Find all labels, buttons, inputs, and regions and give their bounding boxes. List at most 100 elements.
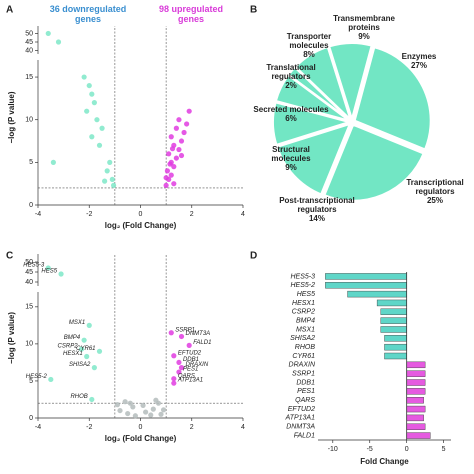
point (186, 108, 192, 114)
point (91, 100, 97, 106)
bar (406, 423, 426, 430)
point (184, 121, 190, 127)
slice-label: Post-transcriptional regulators 14% (278, 196, 356, 223)
point (176, 146, 182, 153)
slice-percent: 8% (303, 50, 315, 59)
point (158, 411, 164, 417)
point (178, 365, 185, 371)
x-axis-label: log₂ (Fold Change) (105, 434, 177, 443)
pie-slice (294, 45, 352, 121)
point (125, 410, 131, 417)
point (176, 369, 182, 375)
y-tick-label: DNMT3A (286, 424, 315, 431)
point (45, 30, 51, 37)
annotation: 98 upregulated genes (158, 4, 223, 24)
pie-slice (327, 42, 373, 123)
slice-name: Enzymes (401, 52, 437, 61)
point (163, 175, 169, 181)
y-tick-label: 5 (29, 159, 33, 166)
bar (406, 361, 426, 369)
point (178, 152, 185, 159)
point (164, 168, 171, 174)
point (166, 151, 172, 157)
point-label: BMP4 (64, 335, 81, 341)
point (178, 138, 185, 144)
point-label: DNMT3A (186, 331, 211, 337)
panel-letter: C (6, 251, 13, 262)
bar (380, 326, 407, 333)
point-label: QARS (178, 373, 195, 379)
y-tick-label: 5 (29, 378, 33, 385)
y-tick-label: BMP4 (296, 317, 315, 324)
point (171, 380, 177, 386)
point (81, 337, 87, 343)
y-tick-label: 40 (25, 47, 33, 54)
point (171, 181, 177, 187)
x-tick-label: -2 (86, 424, 92, 431)
y-tick-label: 50 (25, 259, 33, 266)
point (110, 182, 117, 188)
bar (406, 432, 431, 439)
y-tick-label: 40 (25, 279, 33, 286)
y-tick-label: 15 (25, 304, 33, 311)
point (117, 407, 123, 414)
y-tick-label: SSRP1 (292, 371, 315, 378)
point (173, 125, 179, 131)
y-tick-label: FALD1 (294, 432, 315, 439)
y-tick-label: RHOB (295, 344, 316, 351)
point (181, 129, 187, 136)
point (48, 376, 54, 383)
point-label: RHOB (70, 394, 87, 400)
point (167, 161, 173, 167)
point-label: SSRP1 (175, 327, 195, 333)
y-tick-label: 45 (25, 39, 33, 46)
pie-slice (353, 46, 432, 151)
slice-name: Transmembrane proteins (333, 14, 395, 32)
point (96, 142, 103, 148)
y-tick-label: 15 (25, 74, 33, 81)
y-tick-label: PES1 (297, 388, 315, 395)
point (171, 376, 177, 382)
point (140, 402, 146, 408)
y-tick-label: QARS (295, 397, 315, 404)
slice-label: Transmembrane proteins 9% (325, 14, 403, 41)
point-label: HES5-3 (23, 263, 45, 269)
slice-label: Secreted molecules 6% (252, 105, 330, 123)
pie-slice (272, 101, 353, 147)
bar (406, 414, 424, 422)
point (168, 134, 174, 140)
point (81, 74, 87, 80)
x-tick-label: 4 (241, 424, 245, 431)
y-tick-label: DDB1 (296, 379, 315, 386)
bar (384, 335, 407, 342)
point (45, 265, 51, 271)
point (122, 399, 128, 405)
x-tick-label: 5 (442, 446, 446, 453)
point (168, 172, 174, 178)
bar (380, 317, 407, 324)
y-tick-label: 0 (29, 415, 33, 422)
point-label: HESX1 (63, 351, 83, 357)
slice-name: Structural molecules (271, 145, 311, 163)
point-label: CSRP2 (58, 344, 79, 350)
slice-percent: 14% (308, 214, 325, 223)
bar (406, 397, 424, 404)
y-axis-label: −log (P value) (7, 312, 16, 364)
point-label: ATP13A1 (177, 378, 203, 384)
point (171, 353, 177, 359)
y-axis-label: −log (P value) (7, 91, 16, 143)
point (173, 155, 179, 161)
point-label: HES5-2 (26, 374, 48, 380)
point (163, 182, 169, 188)
point (127, 400, 133, 406)
point (109, 176, 115, 183)
point (153, 397, 159, 403)
point (50, 159, 56, 165)
panel-letter: A (6, 5, 13, 16)
slice-name: Transcriptional regulators (406, 178, 464, 196)
point (130, 404, 136, 410)
point (96, 348, 103, 354)
bar (406, 379, 426, 386)
point (176, 359, 182, 366)
y-tick-label: HES5-3 (290, 273, 315, 280)
